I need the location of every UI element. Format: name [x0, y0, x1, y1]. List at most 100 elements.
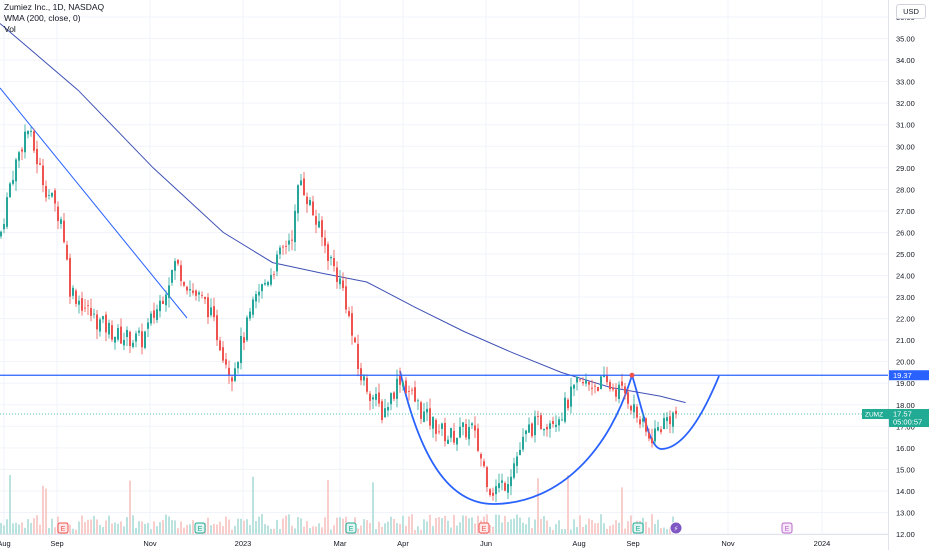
- earnings-marker[interactable]: E: [632, 522, 644, 534]
- candle-body: [57, 206, 59, 222]
- candle-body: [627, 392, 629, 404]
- candle-body: [477, 428, 479, 451]
- volume-bar: [516, 514, 518, 534]
- candle-body: [408, 391, 410, 392]
- earnings-marker-label: E: [482, 526, 487, 533]
- candle-body: [3, 224, 5, 230]
- cup-curve[interactable]: [399, 370, 633, 505]
- volume-bar: [402, 515, 404, 534]
- volume-bar: [663, 527, 665, 534]
- volume-bar: [414, 529, 416, 534]
- volume-bar: [132, 515, 134, 534]
- volume-bar: [411, 514, 413, 534]
- candle-body: [612, 387, 614, 390]
- candle-body: [345, 286, 347, 310]
- candle-body: [51, 192, 53, 197]
- volume-bar: [384, 523, 386, 534]
- price-tick-label: 28.00: [896, 185, 915, 194]
- currency-button[interactable]: USD: [896, 4, 926, 19]
- wma-indicator-label[interactable]: WMA (200, close, 0): [4, 13, 81, 23]
- candle-body: [390, 393, 392, 405]
- earnings-marker-label: E: [636, 526, 641, 533]
- price-tick-label: 23.00: [896, 293, 915, 302]
- candle-body: [60, 219, 62, 224]
- volume-bar: [330, 529, 332, 534]
- volume-bar: [366, 520, 368, 534]
- price-axis[interactable]: 36.0035.0034.0033.0032.0031.0030.0029.00…: [888, 0, 915, 550]
- candle-body: [591, 387, 593, 389]
- candle-body: [195, 290, 197, 296]
- candle-body: [327, 244, 329, 262]
- candle-body: [129, 331, 131, 347]
- volume-bar: [102, 527, 104, 534]
- candle-body: [24, 131, 26, 153]
- candle-body: [258, 291, 260, 296]
- volume-bar: [540, 518, 542, 534]
- earnings-marker[interactable]: E: [57, 522, 69, 534]
- candle-body: [534, 416, 536, 436]
- candle-body: [288, 240, 290, 245]
- volume-bar: [174, 520, 176, 534]
- candle-body: [465, 423, 467, 438]
- candle-body: [39, 163, 41, 165]
- volume-bar: [549, 526, 551, 534]
- candle-body: [447, 439, 449, 444]
- volume-bar: [459, 522, 461, 534]
- drawings-layer[interactable]: [0, 87, 720, 505]
- volume-bar: [456, 525, 458, 534]
- volume-bar: [219, 521, 221, 534]
- volume-bar: [342, 518, 344, 534]
- candle-body: [177, 259, 179, 264]
- chart-legend: Zumiez Inc., 1D, NASDAQ WMA (200, close,…: [4, 2, 104, 35]
- volume-bar: [534, 519, 536, 534]
- candle-body: [528, 424, 530, 433]
- volume-bar: [471, 517, 473, 534]
- volume-bar: [294, 528, 296, 534]
- candle-body: [162, 300, 164, 305]
- candle-body: [339, 278, 341, 285]
- volume-bar: [117, 523, 119, 534]
- volume-indicator-label[interactable]: Vol: [4, 24, 16, 34]
- candle-body: [198, 292, 200, 295]
- earnings-marker[interactable]: E: [194, 522, 206, 534]
- split-marker[interactable]: ⚡: [669, 521, 683, 535]
- candle-body: [285, 246, 287, 247]
- event-markers[interactable]: E E E E E ⚡ E: [57, 521, 793, 535]
- time-axis[interactable]: Aug Sep Nov 2023 Mar Apr Jun Aug Sep Nov 2024: [0, 534, 888, 549]
- candle-body: [450, 428, 452, 438]
- candle-body: [321, 220, 323, 238]
- volume-bar: [207, 517, 209, 534]
- candle-body: [138, 330, 140, 333]
- downtrend-line-1[interactable]: [0, 87, 188, 319]
- volume-bar: [240, 518, 242, 534]
- volume-bar: [453, 514, 455, 534]
- volume-bar: [78, 521, 80, 534]
- candle-body: [66, 244, 68, 260]
- volume-bar: [600, 514, 602, 534]
- candle-body: [348, 311, 350, 317]
- volume-bar: [372, 482, 374, 534]
- volume-bar: [510, 519, 512, 534]
- candle-body: [336, 267, 338, 282]
- volume-bar: [588, 518, 590, 534]
- price-tick-label: 18.00: [896, 401, 915, 410]
- handle-curve[interactable]: [631, 374, 720, 450]
- volume-bar: [81, 515, 83, 534]
- earnings-marker[interactable]: E: [781, 522, 793, 534]
- candle-body: [369, 393, 371, 401]
- volume-bar: [84, 522, 86, 534]
- volume-bar: [309, 528, 311, 534]
- candle-body: [603, 375, 605, 378]
- volume-bar: [21, 522, 23, 534]
- earnings-marker[interactable]: E: [478, 522, 490, 534]
- candle-body: [366, 377, 368, 392]
- earnings-marker[interactable]: E: [345, 522, 357, 534]
- candle-body: [513, 463, 515, 478]
- volume-bar: [18, 524, 20, 534]
- candle-body: [510, 476, 512, 487]
- volume-bar: [69, 524, 71, 534]
- candle-body: [45, 186, 47, 198]
- volume-bar: [381, 526, 383, 534]
